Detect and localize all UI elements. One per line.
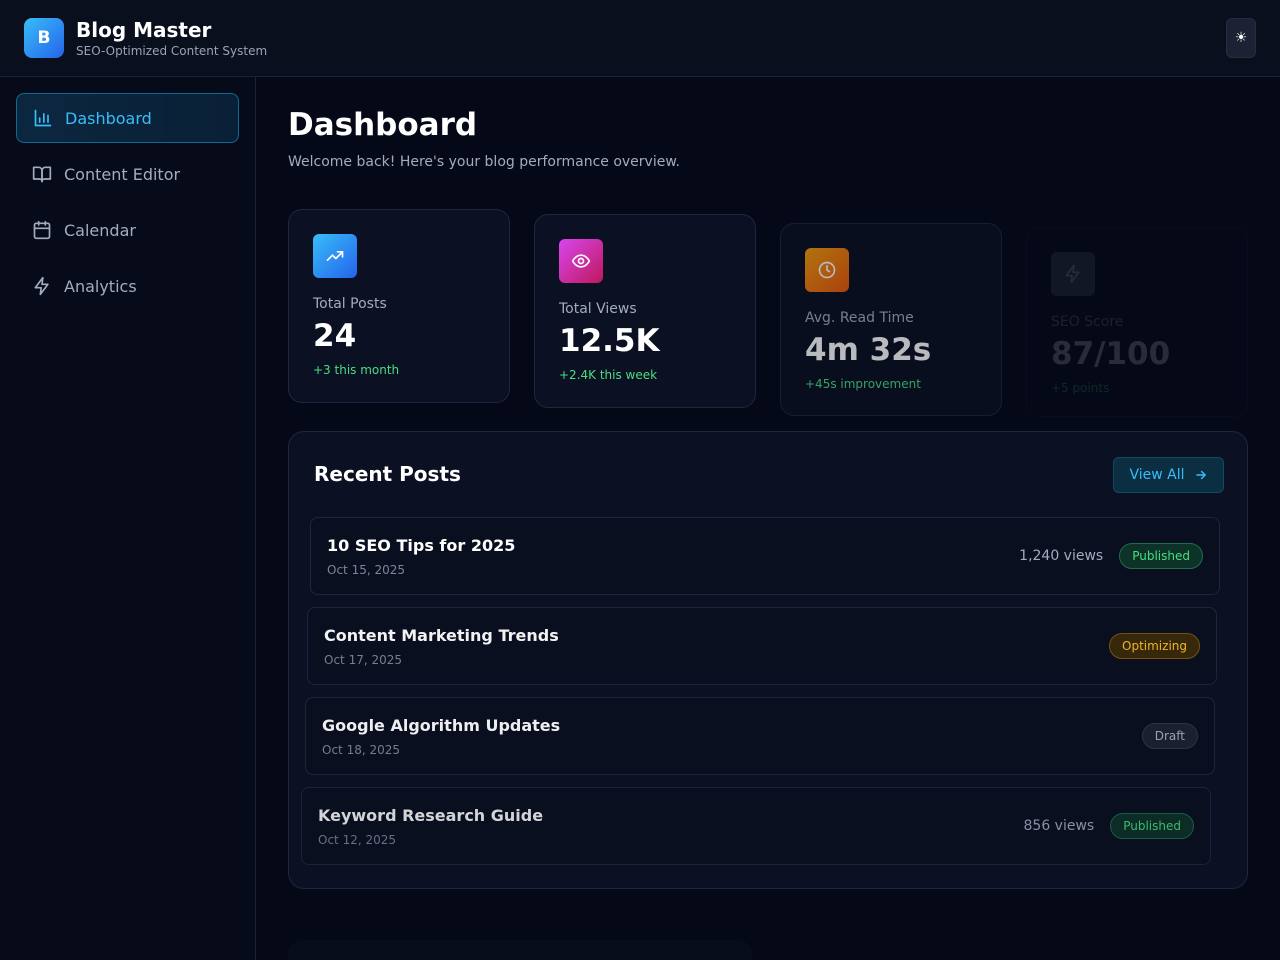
stat-icon-box: [313, 234, 357, 278]
status-badge: Optimizing: [1109, 633, 1200, 659]
stat-icon-box: [805, 248, 849, 292]
view-all-label: View All: [1129, 467, 1185, 483]
eye-icon: [571, 254, 591, 268]
sidebar: Dashboard Content Editor Calendar Analyt…: [0, 77, 256, 960]
book-open-icon: [32, 166, 52, 183]
trending-up-icon: [326, 251, 344, 261]
post-row[interactable]: Content Marketing Trends Oct 17, 2025 Op…: [307, 607, 1217, 685]
post-title: Content Marketing Trends: [324, 626, 559, 645]
stat-value: 24: [313, 318, 357, 354]
post-title: Keyword Research Guide: [318, 806, 544, 825]
app-subtitle: SEO-Optimized Content System: [76, 44, 268, 58]
sidebar-item-label: Analytics: [64, 276, 137, 296]
post-row[interactable]: 10 SEO Tips for 2025 Oct 15, 2025 1,240 …: [310, 517, 1220, 595]
stat-change: +3 this month: [313, 363, 400, 377]
stat-card-total-posts: Total Posts 24 +3 this month: [288, 209, 510, 403]
stat-label: Total Posts: [313, 296, 387, 312]
stat-change: +5 points: [1051, 381, 1110, 395]
clock-icon: [818, 261, 836, 279]
post-views: 1,240 views: [1019, 548, 1104, 564]
offscreen-card: [288, 940, 752, 960]
status-badge: Draft: [1141, 723, 1198, 749]
sidebar-item-label: Calendar: [64, 220, 136, 240]
stat-value: 12.5K: [559, 323, 660, 359]
bar-chart-icon: [34, 109, 52, 127]
stat-change: +45s improvement: [805, 377, 921, 391]
sidebar-item-dashboard[interactable]: Dashboard: [16, 93, 239, 143]
post-date: Oct 12, 2025: [318, 833, 396, 847]
post-views: 856 views: [1023, 818, 1095, 834]
stat-icon-box: [1051, 252, 1095, 296]
lightning-icon: [34, 276, 49, 296]
app-header: B Blog Master SEO-Optimized Content Syst…: [0, 0, 1280, 77]
app-title: Blog Master: [76, 18, 212, 42]
sidebar-item-analytics[interactable]: Analytics: [16, 261, 239, 311]
stat-value: 4m 32s: [805, 332, 932, 368]
sidebar-item-label: Content Editor: [64, 164, 181, 184]
sidebar-item-label: Dashboard: [65, 108, 152, 128]
post-title: 10 SEO Tips for 2025: [327, 536, 516, 555]
post-date: Oct 18, 2025: [322, 743, 400, 757]
post-title: Google Algorithm Updates: [322, 716, 561, 735]
status-badge: Published: [1119, 543, 1203, 569]
calendar-icon: [33, 220, 51, 240]
theme-toggle-button[interactable]: ☀: [1226, 18, 1256, 58]
stat-label: SEO Score: [1051, 314, 1124, 330]
lightning-icon: [1065, 264, 1080, 284]
stat-label: Total Views: [559, 301, 637, 317]
post-row[interactable]: Keyword Research Guide Oct 12, 2025 856 …: [301, 787, 1211, 865]
post-row[interactable]: Google Algorithm Updates Oct 18, 2025 Dr…: [305, 697, 1215, 775]
post-date: Oct 17, 2025: [324, 653, 402, 667]
page-subtitle: Welcome back! Here's your blog performan…: [288, 154, 680, 170]
view-all-button[interactable]: View All: [1113, 457, 1224, 493]
stat-card-seo-score: SEO Score 87/100 +5 points: [1026, 227, 1248, 417]
stat-change: +2.4K this week: [559, 368, 658, 382]
recent-posts-panel: Recent Posts View All 10 SEO Tips for 20…: [288, 431, 1248, 889]
stat-value: 87/100: [1051, 336, 1171, 372]
sun-icon: ☀: [1234, 30, 1248, 46]
sidebar-item-content-editor[interactable]: Content Editor: [16, 149, 239, 199]
recent-posts-title: Recent Posts: [314, 462, 461, 486]
app-logo[interactable]: B: [24, 18, 64, 58]
stat-card-total-views: Total Views 12.5K +2.4K this week: [534, 214, 756, 408]
stat-icon-box: [559, 239, 603, 283]
stat-card-avg-read-time: Avg. Read Time 4m 32s +45s improvement: [780, 223, 1002, 416]
page-title: Dashboard: [288, 107, 478, 143]
post-date: Oct 15, 2025: [327, 563, 405, 577]
sidebar-item-calendar[interactable]: Calendar: [16, 205, 239, 255]
status-badge: Published: [1110, 813, 1194, 839]
arrow-right-icon: [1195, 470, 1206, 480]
stat-label: Avg. Read Time: [805, 310, 914, 326]
